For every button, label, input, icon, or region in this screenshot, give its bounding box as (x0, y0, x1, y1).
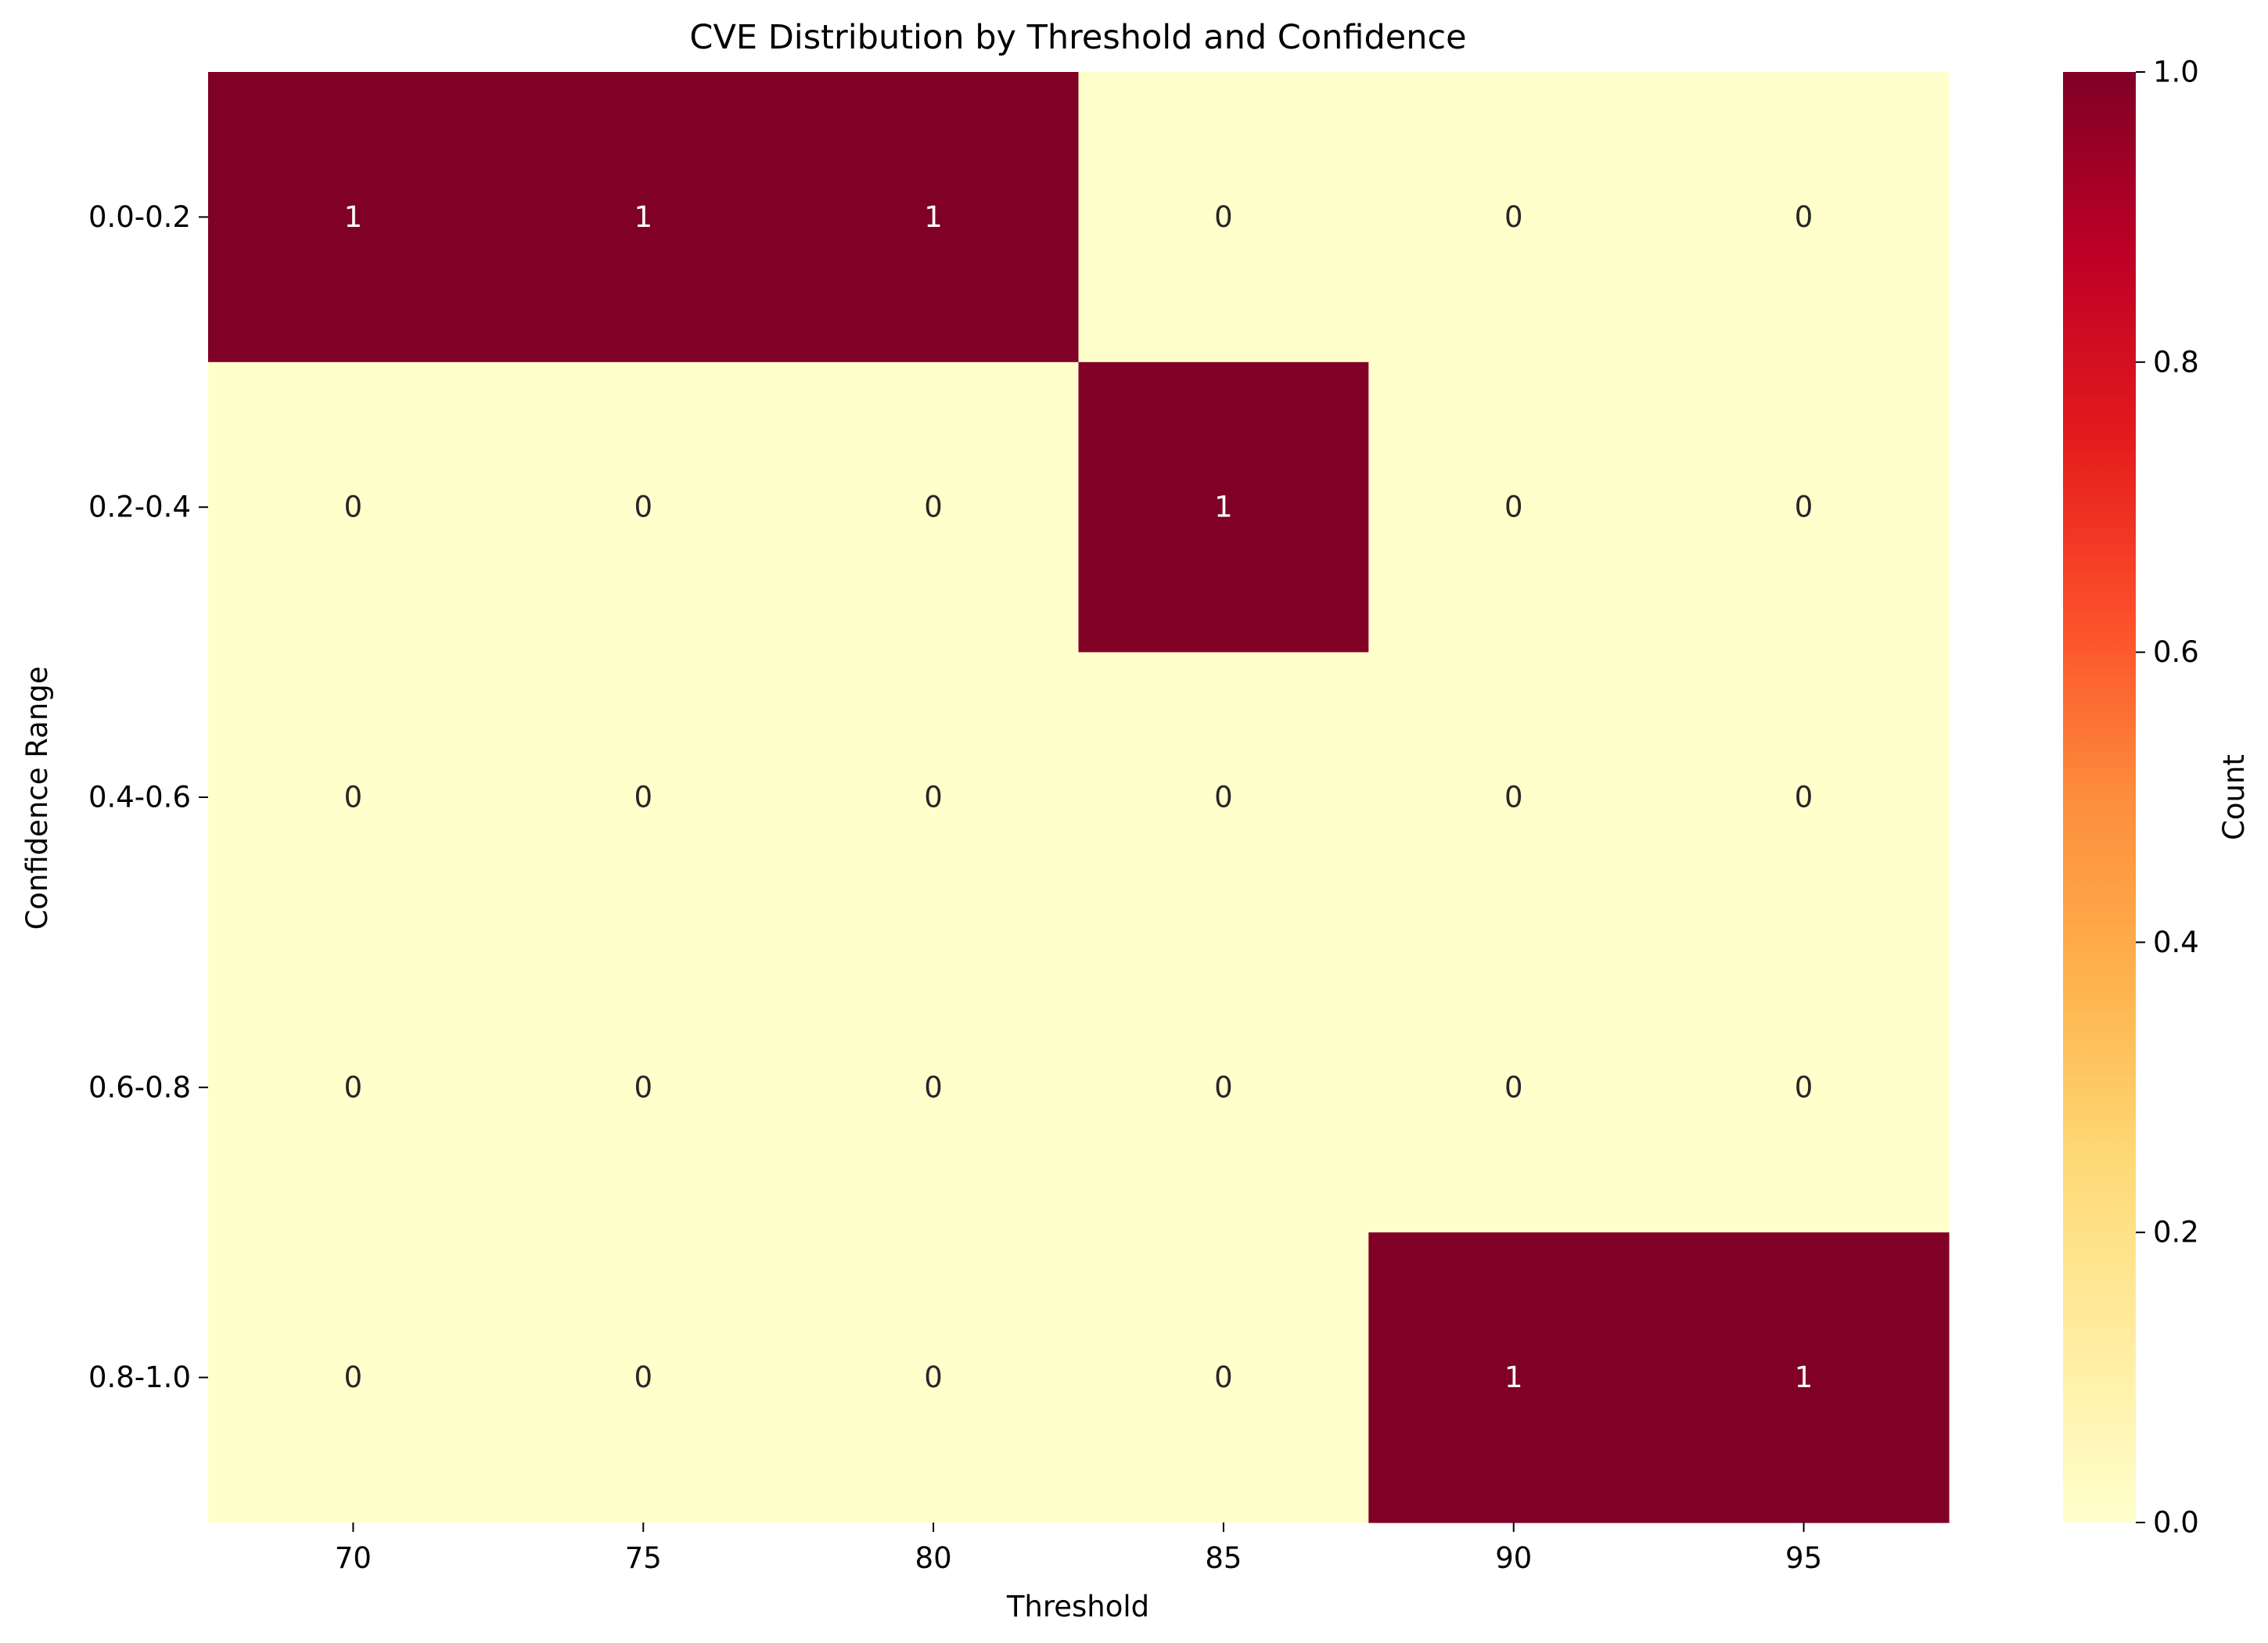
cell-annotation: 0 (1795, 491, 1813, 524)
x-tick-label: 80 (915, 1541, 952, 1575)
x-axis-ticks: 70 75 80 85 90 95 (335, 1523, 1822, 1575)
heatmap-cell (208, 1232, 499, 1523)
heatmap-cell (788, 361, 1080, 653)
cell-annotation: 0 (634, 491, 652, 524)
cell-annotation: 0 (924, 491, 943, 524)
cell-annotation: 0 (1795, 200, 1813, 234)
cell-annotation: 1 (344, 200, 363, 234)
heatmap-cell (1078, 361, 1369, 653)
x-axis-label: Threshold (1006, 1590, 1149, 1623)
cell-annotation: 0 (1504, 781, 1523, 814)
cell-annotation: 0 (1795, 1070, 1813, 1104)
cell-annotation: 0 (1214, 200, 1233, 234)
cell-annotation: 0 (1214, 781, 1233, 814)
colorbar-tick-label: 0.0 (2153, 1506, 2199, 1540)
chart-title: CVE Distribution by Threshold and Confid… (689, 18, 1466, 57)
heatmap-cell (1368, 1232, 1659, 1523)
heatmap-cell (1078, 72, 1369, 363)
cell-annotations: 1 1 1 0 0 0 0 0 0 1 0 0 0 0 0 0 0 0 0 0 0 0 0 0 0 0 0 0 1 1 (344, 200, 1813, 1394)
heatmap-cell (1368, 361, 1659, 653)
cell-annotation: 0 (924, 1361, 943, 1394)
heatmap-cell (498, 652, 789, 943)
cell-annotation: 0 (1504, 200, 1523, 234)
cell-annotation: 0 (344, 781, 363, 814)
heatmap-cell (1659, 942, 1950, 1233)
cell-annotation: 0 (634, 1070, 652, 1104)
heatmap-cell (1659, 72, 1950, 363)
colorbar-tick-label: 1.0 (2153, 56, 2199, 89)
y-tick-label: 0.8-1.0 (88, 1361, 191, 1394)
cell-annotation: 0 (1504, 491, 1523, 524)
colorbar-ticks: 0.0 0.2 0.4 0.6 0.8 1.0 (2136, 56, 2199, 1540)
cell-annotation: 0 (344, 491, 363, 524)
x-tick-label: 70 (335, 1541, 372, 1575)
cell-annotation: 0 (924, 1070, 943, 1104)
cell-annotation: 0 (634, 781, 652, 814)
x-tick-label: 85 (1205, 1541, 1242, 1575)
heatmap-cell (788, 1232, 1080, 1523)
heatmap-cell (1078, 1232, 1369, 1523)
heatmap-cell (1368, 72, 1659, 363)
heatmap-cell (208, 652, 499, 943)
heatmap-cell (1368, 652, 1659, 943)
heatmap-cells (208, 72, 1950, 1523)
heatmap-cell (1078, 942, 1369, 1233)
cell-annotation: 1 (1504, 1361, 1523, 1394)
heatmap-cell (1368, 942, 1659, 1233)
cell-annotation: 1 (1214, 491, 1233, 524)
cell-annotation: 0 (344, 1361, 363, 1394)
y-tick-label: 0.0-0.2 (88, 200, 191, 234)
heatmap-cell (788, 942, 1080, 1233)
y-tick-label: 0.2-0.4 (88, 491, 191, 524)
cell-annotation: 0 (1504, 1070, 1523, 1104)
cell-annotation: 0 (344, 1070, 363, 1104)
heatmap-cell (498, 72, 789, 363)
heatmap-cell (788, 652, 1080, 943)
heatmap-cell (1659, 652, 1950, 943)
y-tick-label: 0.6-0.8 (88, 1070, 191, 1104)
heatmap-cell (788, 72, 1080, 363)
heatmap-cell (1659, 361, 1950, 653)
colorbar-tick-label: 0.8 (2153, 345, 2199, 379)
colorbar-tick-label: 0.4 (2153, 926, 2199, 959)
heatmap-cell (498, 361, 789, 653)
colorbar-label: Count (2217, 754, 2251, 840)
cell-annotation: 1 (634, 200, 652, 234)
cell-annotation: 0 (634, 1361, 652, 1394)
cell-annotation: 1 (1795, 1361, 1813, 1394)
cell-annotation: 1 (924, 200, 943, 234)
cell-annotation: 0 (1214, 1361, 1233, 1394)
x-tick-label: 75 (625, 1541, 662, 1575)
colorbar-tick-label: 0.2 (2153, 1216, 2199, 1249)
colorbar-tick-label: 0.6 (2153, 635, 2199, 669)
y-axis-label: Confidence Range (20, 666, 54, 929)
cell-annotation: 0 (1795, 781, 1813, 814)
heatmap-cell (498, 942, 789, 1233)
cell-annotation: 0 (924, 781, 943, 814)
y-tick-label: 0.4-0.6 (88, 781, 191, 814)
heatmap-cell (1659, 1232, 1950, 1523)
heatmap-cell (498, 1232, 789, 1523)
x-tick-label: 90 (1495, 1541, 1532, 1575)
heatmap-cell (208, 72, 499, 363)
heatmap-cell (208, 361, 499, 653)
y-axis-ticks: 0.0-0.2 0.2-0.4 0.4-0.6 0.6-0.8 0.8-1.0 (88, 200, 208, 1394)
heatmap-cell (208, 942, 499, 1233)
cell-annotation: 0 (1214, 1070, 1233, 1104)
heatmap-cell (1078, 652, 1369, 943)
x-tick-label: 95 (1785, 1541, 1822, 1575)
colorbar (2063, 72, 2136, 1523)
